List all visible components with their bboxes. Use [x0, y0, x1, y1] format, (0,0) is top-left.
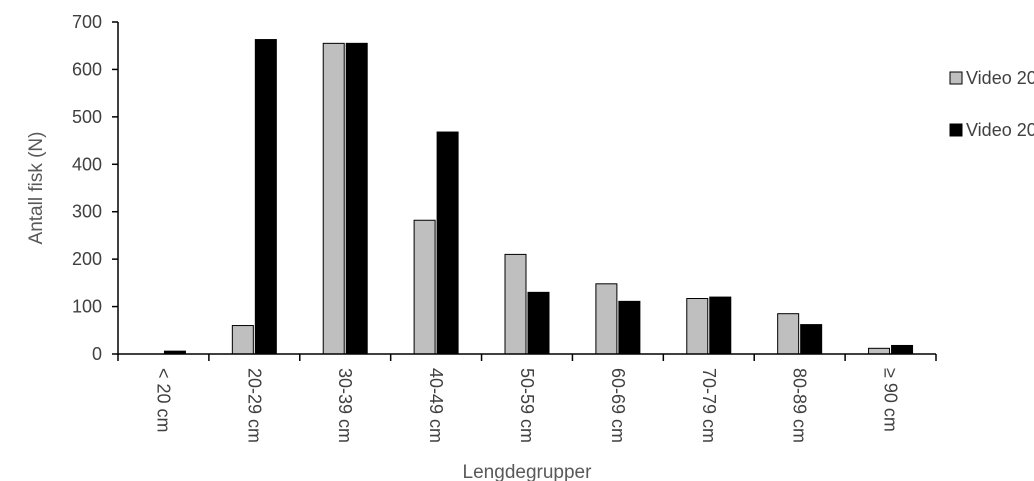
x-tick-label: 30-39 cm — [335, 368, 355, 443]
legend-label: Video 2019 (N=2229) — [966, 120, 1034, 140]
bars-group — [163, 39, 914, 355]
x-tick-label: 70-79 cm — [699, 368, 719, 443]
x-axis: < 20 cm 20-29 cm 30-39 cm 40-49 cm 50-59 cm 6… — [117, 353, 937, 443]
bar-video-2019 — [436, 131, 459, 355]
bar-video-2018 — [504, 253, 527, 355]
bar-video-2019 — [800, 324, 823, 355]
legend: Video 2018 (N=1569) Video 2019 (N=2229) — [949, 68, 1034, 140]
legend-swatch — [949, 71, 963, 85]
y-tick-label: 200 — [72, 249, 102, 269]
x-tick-label: 50-59 cm — [517, 368, 537, 443]
bar-video-2018 — [868, 347, 891, 355]
y-tick-label: 500 — [72, 107, 102, 127]
y-tick-label: 700 — [72, 12, 102, 32]
bar-video-2018 — [777, 313, 800, 355]
legend-swatch — [949, 123, 963, 137]
legend-label: Video 2018 (N=1569) — [966, 68, 1034, 88]
x-axis-title: Lengdegrupper — [463, 462, 593, 481]
bar-video-2019 — [618, 300, 641, 355]
bar-video-2018 — [322, 42, 345, 355]
y-tick-label: 600 — [72, 59, 102, 79]
y-tick-label: 300 — [72, 202, 102, 222]
bar-video-2019 — [345, 42, 368, 355]
bar-video-2019 — [709, 296, 732, 355]
bar-video-2018 — [595, 283, 618, 355]
x-tick-label: 40-49 cm — [426, 368, 446, 443]
x-tick-label: 20-29 cm — [244, 368, 264, 443]
bar-video-2018 — [231, 325, 254, 355]
y-axis-title: Antall fisk (N) — [26, 132, 47, 245]
bar-video-2019 — [891, 344, 914, 355]
x-tick-label: ≥ 90 cm — [881, 368, 901, 432]
y-tick-label: 400 — [72, 154, 102, 174]
bar-video-2018 — [413, 219, 436, 355]
bar-video-2019 — [527, 291, 550, 355]
bar-video-2019 — [254, 39, 277, 355]
x-tick-label: 80-89 cm — [790, 368, 810, 443]
bar-video-2018 — [686, 298, 709, 355]
y-axis: 0 100 200 300 400 500 600 700 — [72, 12, 119, 364]
x-tick-label: 60-69 cm — [608, 368, 628, 443]
y-tick-label: 100 — [72, 297, 102, 317]
y-tick-label: 0 — [92, 344, 102, 364]
x-tick-label: < 20 cm — [153, 368, 173, 433]
